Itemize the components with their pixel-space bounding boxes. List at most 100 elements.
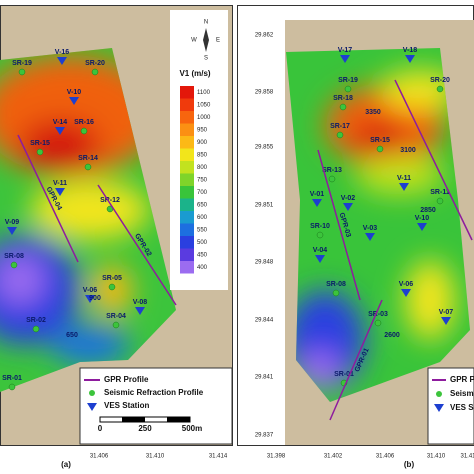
x-tick-label: 31.402	[324, 454, 343, 460]
legend-label: VES S	[450, 403, 474, 412]
ves-station	[340, 55, 350, 63]
station-label: SR-19	[338, 77, 358, 84]
colorbar-segment	[180, 223, 194, 236]
x-tick-label: 31.410	[146, 454, 165, 460]
colorbar-tick-label: 500	[197, 240, 208, 246]
station-label: SR-18	[333, 95, 353, 102]
station-label: V-11	[397, 175, 411, 182]
colorbar-segment	[180, 136, 194, 149]
ves-station	[405, 55, 415, 63]
station-label: V-10	[415, 215, 430, 222]
station-label: V-14	[53, 119, 68, 126]
seismic-station	[32, 325, 40, 333]
colorbar-tick-label: 1000	[197, 115, 211, 121]
seismic-station	[316, 231, 324, 239]
ves-station	[55, 188, 65, 196]
legend-label: VES Station	[104, 401, 149, 410]
y-tick-label: 29.844	[255, 318, 274, 324]
panel-label: (b)	[404, 460, 415, 469]
seismic-station	[84, 163, 92, 171]
scale-label: 250	[138, 424, 152, 433]
colorbar-tick-label: 800	[197, 165, 208, 171]
station-label: SR-10	[310, 223, 330, 230]
station-label: SR-01	[2, 375, 22, 382]
x-tick-label: 31.398	[267, 454, 286, 460]
seismic-station	[10, 261, 18, 269]
seismic-station	[374, 319, 382, 327]
station-label: V-06	[83, 287, 98, 294]
ves-station	[399, 183, 409, 191]
contour-label: 3100	[400, 147, 416, 154]
contour-label: 2600	[384, 332, 400, 339]
seismic-station	[112, 321, 120, 329]
ves-station	[135, 307, 145, 315]
legend-circle	[436, 391, 442, 397]
ves-station	[312, 199, 322, 207]
seismic-station	[436, 197, 444, 205]
colorbar-segment	[180, 98, 194, 111]
colorbar-segment	[180, 261, 194, 274]
ves-station	[441, 317, 451, 325]
station-label: V-06	[399, 281, 414, 288]
station-label: SR-15	[30, 140, 50, 147]
station-label: V-17	[338, 47, 353, 54]
y-tick-label: 29.848	[255, 260, 274, 266]
colorbar-segment	[180, 186, 194, 199]
station-label: SR-19	[12, 60, 32, 67]
colorbar-tick-label: 700	[197, 190, 208, 196]
legend-triangle	[87, 403, 97, 411]
seismic-station	[436, 85, 444, 93]
seismic-station	[18, 68, 26, 76]
x-tick-label: 31.406	[376, 454, 395, 460]
contour-label: 900	[89, 295, 101, 302]
gpr-profile	[329, 299, 383, 421]
station-label: SR-05	[102, 275, 122, 282]
contour-label: 3350	[365, 109, 381, 116]
colorbar-tick-label: 600	[197, 215, 208, 221]
station-label: SR-15	[370, 137, 390, 144]
seismic-station	[376, 145, 384, 153]
gpr-profile	[394, 79, 473, 241]
scale-label: 0	[98, 424, 103, 433]
colorbar-tick-label: 1100	[197, 90, 211, 96]
colorbar-tick-label: 400	[197, 265, 208, 271]
station-label: SR-04	[106, 313, 126, 320]
legend-box	[79, 367, 233, 445]
station-label: V-11	[53, 180, 67, 187]
compass-label: W	[191, 38, 197, 44]
colorbar-segment	[180, 198, 194, 211]
seismic-station	[36, 148, 44, 156]
y-tick-label: 29.855	[255, 145, 274, 151]
ves-station	[343, 203, 353, 211]
station-label: SR-14	[78, 155, 98, 162]
seismic-station	[80, 127, 88, 135]
colorbar-segment	[180, 86, 194, 99]
ves-station	[85, 295, 95, 303]
colorbar-segment	[180, 111, 194, 124]
panel-b	[237, 5, 474, 446]
colorbar-tick-label: 950	[197, 127, 208, 133]
station-label: SR-08	[326, 281, 346, 288]
station-label: SR-02	[26, 317, 46, 324]
colorbar-segment	[180, 248, 194, 261]
y-tick-label: 29.862	[255, 33, 274, 39]
colorbar-segment	[180, 236, 194, 249]
colorbar-segment	[180, 123, 194, 136]
y-tick-label: 29.858	[255, 90, 274, 96]
seismic-station	[344, 85, 352, 93]
compass-needle	[203, 28, 209, 52]
colorbar-segment	[180, 161, 194, 174]
colorbar-tick-label: 900	[197, 140, 208, 146]
colorbar-segment	[180, 211, 194, 224]
ves-station	[365, 233, 375, 241]
compass-label: E	[216, 38, 220, 44]
x-tick-label: 31.406	[90, 454, 109, 460]
station-label: SR-11	[430, 189, 450, 196]
x-tick-label: 31.41	[460, 454, 474, 460]
colorbar-tick-label: 650	[197, 202, 208, 208]
gpr-profile	[17, 134, 79, 263]
colorbar-tick-label: 850	[197, 152, 208, 158]
station-label: SR-12	[100, 197, 120, 204]
station-label: V-01	[310, 191, 325, 198]
station-label: SR-20	[430, 77, 450, 84]
